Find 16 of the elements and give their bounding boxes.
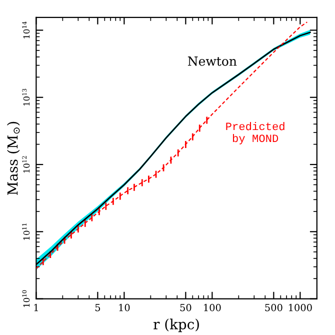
y-tick-label: 10$^{12}$: [22, 156, 30, 173]
x-axis-title: r (kpc): [154, 318, 199, 332]
y-tick-label: 10$^{10}$: [22, 290, 30, 307]
y-tick-label: 10$^{13}$: [22, 88, 30, 106]
x-tick-label: 5: [95, 304, 100, 312]
series-label: Newton: [188, 56, 237, 66]
x-tick-label: 1: [34, 304, 38, 312]
y-tick-label: 10$^{14}$: [22, 22, 30, 38]
x-tick-label: 100: [204, 304, 221, 312]
x-tick-label: 1000: [288, 304, 312, 312]
y-axis-title: Mass (M$_{⊙}$): [7, 122, 20, 195]
x-tick-label: 10: [119, 304, 130, 312]
y-tick-label: 10$^{11}$: [22, 224, 30, 240]
series-label: Predicted by MOND: [226, 122, 284, 144]
x-tick-label: 50: [180, 304, 192, 312]
x-tick-label: 500: [265, 304, 282, 312]
